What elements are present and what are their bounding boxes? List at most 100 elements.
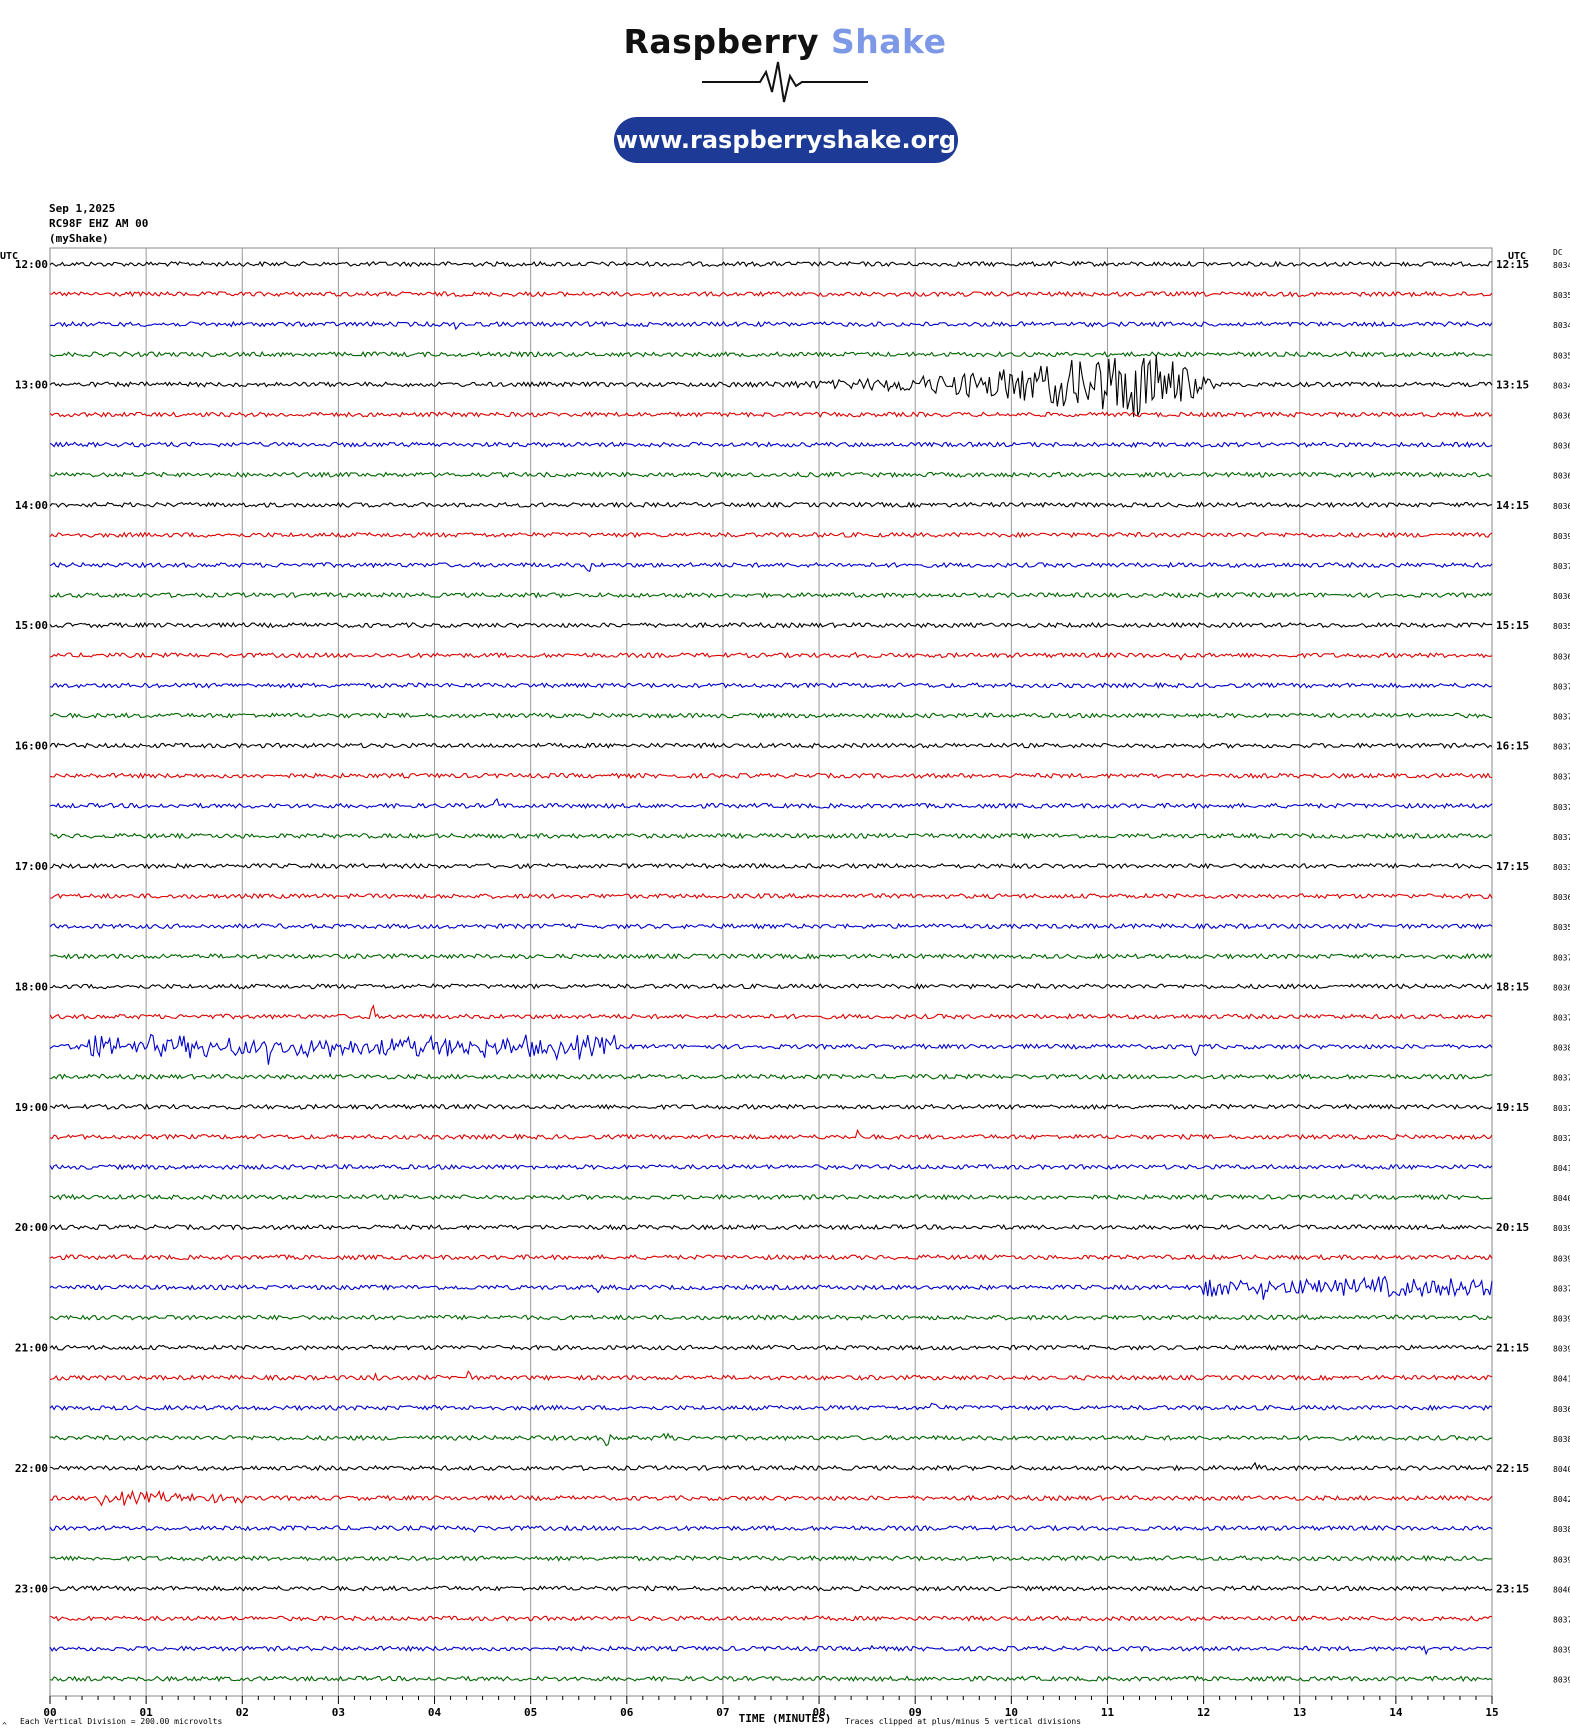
dc-offset-label: 8034 <box>1553 321 1570 330</box>
dc-offset-label: 8041 <box>1553 1164 1570 1173</box>
trace-row <box>49 501 1493 509</box>
dc-offset-label: 8037 <box>1553 1104 1570 1113</box>
dc-offset-label: 8037 <box>1553 1074 1570 1083</box>
dc-offset-label: 8039 <box>1553 1646 1570 1655</box>
x-tick-label: 14 <box>1389 1706 1403 1719</box>
x-tick-label: 13 <box>1293 1706 1306 1719</box>
right-hour-label: 15:15 <box>1496 619 1529 632</box>
dc-offset-label: 8037 <box>1553 1134 1570 1143</box>
trace-row <box>49 1004 1493 1020</box>
x-tick-label: 10 <box>1005 1706 1018 1719</box>
x-tick-label: 11 <box>1101 1706 1115 1719</box>
x-tick-label: 01 <box>140 1706 154 1719</box>
right-axis-unit: UTC <box>1508 251 1526 262</box>
right-hour-label: 20:15 <box>1496 1221 1529 1234</box>
dc-offset-label: 8039 <box>1553 1676 1570 1685</box>
left-hour-label: 23:00 <box>15 1582 48 1595</box>
trace-row <box>49 1128 1493 1141</box>
trace-row <box>49 1073 1493 1080</box>
dc-offset-label: 8034 <box>1553 381 1570 390</box>
trace-row <box>49 320 1493 331</box>
trace-row <box>49 1461 1493 1472</box>
x-tick-label: 00 <box>43 1706 56 1719</box>
dc-offset-label: 8036 <box>1553 502 1570 511</box>
dc-offset-label: 8037 <box>1553 953 1570 962</box>
dc-offset-label: 8039 <box>1553 1315 1570 1324</box>
trace-row <box>49 1644 1493 1656</box>
trace-row <box>49 1223 1493 1231</box>
dc-offset-label: 8040 <box>1553 1585 1570 1594</box>
x-tick-label: 02 <box>236 1706 249 1719</box>
trace-row <box>49 471 1492 479</box>
website-link[interactable]: www.raspberryshake.org <box>614 117 958 163</box>
dc-offset-label: 8040 <box>1553 1194 1570 1203</box>
trace-row <box>49 862 1493 870</box>
raspberry-shake-logo: Raspberry Shake www.raspberryshake.org <box>0 0 1570 180</box>
left-hour-label: 16:00 <box>15 740 48 753</box>
x-tick-label: 05 <box>524 1706 537 1719</box>
dc-offset-label: 8042 <box>1553 1495 1570 1504</box>
left-hour-label: 13:00 <box>15 378 48 391</box>
trace-row <box>49 1253 1493 1261</box>
trace-row <box>49 1314 1493 1321</box>
trace-row <box>49 983 1493 990</box>
right-hour-label: 14:15 <box>1496 499 1529 512</box>
dc-offset-label: 8039 <box>1553 1224 1570 1233</box>
dc-offset-label: 8040 <box>1553 1465 1570 1474</box>
left-hour-label: 17:00 <box>15 860 48 873</box>
dc-offset-label: 8037 <box>1553 682 1570 691</box>
x-tick-label: 04 <box>428 1706 442 1719</box>
dc-offset-label: 8036 <box>1553 983 1570 992</box>
trace-row <box>49 922 1493 930</box>
network-name: (myShake) <box>49 232 109 245</box>
clip-note: Traces clipped at plus/minus 5 vertical … <box>845 1717 1081 1726</box>
left-hour-label: 20:00 <box>15 1221 48 1234</box>
trace-row <box>49 350 1493 358</box>
right-hour-label: 23:15 <box>1496 1582 1529 1595</box>
dc-offset-label: 8036 <box>1553 893 1570 902</box>
dc-offset-label: 8035 <box>1553 351 1570 360</box>
scale-note: Each Vertical Division = 200.00 microvol… <box>20 1717 222 1726</box>
dc-offset-label: 8037 <box>1553 1284 1570 1293</box>
dc-label: DC <box>1553 248 1563 257</box>
x-tick-label: 08 <box>812 1706 825 1719</box>
trace-row <box>49 1402 1493 1412</box>
x-tick-label: 06 <box>620 1706 634 1719</box>
left-axis-unit: UTC <box>0 251 18 262</box>
trace-row <box>49 354 1493 417</box>
dc-offset-label: 8035 <box>1553 923 1570 932</box>
dc-offset-label: 8037 <box>1553 773 1570 782</box>
station-id: RC98F EHZ AM 00 <box>49 217 149 230</box>
trace-row <box>50 712 1493 719</box>
dc-offset-label: 8036 <box>1553 1405 1570 1414</box>
left-hour-label: 18:00 <box>15 980 48 993</box>
trace-row <box>49 892 1493 900</box>
trace-row <box>49 1585 1493 1592</box>
seismogram-logo-icon <box>702 61 868 103</box>
dc-offset-label: 8036 <box>1553 412 1570 421</box>
dc-offset-label: 8037 <box>1553 1616 1570 1625</box>
trace-row <box>49 290 1493 298</box>
right-hour-label: 12:15 <box>1496 258 1529 271</box>
dc-offset-label: 8041 <box>1553 1375 1570 1384</box>
trace-row <box>49 1163 1493 1171</box>
dc-offset-label: 8039 <box>1553 532 1570 541</box>
trace-row <box>49 1103 1493 1111</box>
corner-mark: ^ <box>2 1721 7 1730</box>
dc-offset-label: 8033 <box>1553 863 1570 872</box>
x-tick-label: 12 <box>1197 1706 1210 1719</box>
trace-row <box>49 1675 1493 1683</box>
dc-offset-label: 8039 <box>1553 1345 1570 1354</box>
plot-frame <box>49 247 1493 1697</box>
right-hour-label: 21:15 <box>1496 1342 1529 1355</box>
trace-row <box>49 952 1493 960</box>
dc-offset-label: 8037 <box>1553 803 1570 812</box>
dc-offset-label: 8037 <box>1553 1014 1570 1023</box>
trace-row <box>49 651 1493 661</box>
dc-offset-label: 8038 <box>1553 1044 1570 1053</box>
left-hour-label: 12:00 <box>15 258 48 271</box>
trace-row <box>49 798 1493 810</box>
left-hour-label: 21:00 <box>15 1342 48 1355</box>
dc-offset-label: 8039 <box>1553 1555 1570 1564</box>
